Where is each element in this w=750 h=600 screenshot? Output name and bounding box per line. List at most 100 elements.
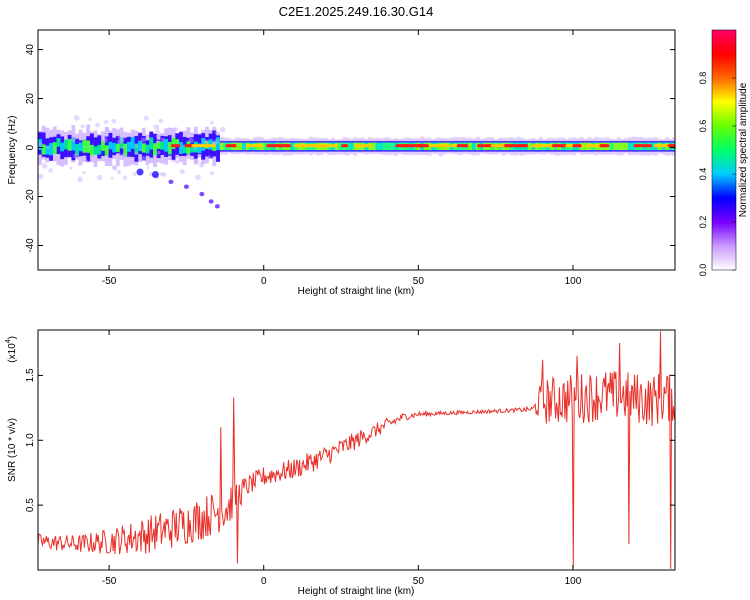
heat-cell-core	[472, 142, 476, 150]
heat-cell-scatter	[134, 151, 139, 156]
heat-cell-core	[179, 142, 183, 154]
heat-cell-scatter	[38, 173, 44, 180]
heat-cell-core	[371, 142, 376, 150]
heat-cell-scatter	[139, 148, 143, 152]
heat-cell-core	[138, 140, 143, 151]
heat-cell-peak	[429, 144, 450, 148]
heat-cell-core	[219, 142, 224, 150]
heat-cell-scatter	[121, 153, 126, 158]
heat-cell-core	[182, 144, 187, 154]
heat-cell-core	[264, 142, 269, 150]
heat-cell-core	[390, 142, 395, 150]
heat-cell-core	[175, 139, 180, 147]
heat-cell-core	[78, 142, 83, 152]
snr-xlabel: Height of straight line (km)	[298, 586, 415, 597]
heat-cell-scatter	[117, 152, 121, 156]
heat-cell-scatter	[193, 146, 197, 151]
spectrogram-ylabel: Frequency (Hz)	[7, 116, 18, 185]
heat-cell-peak	[341, 144, 349, 148]
heat-cell-scatter	[46, 145, 50, 150]
heat-cell-core	[49, 143, 53, 156]
heat-cell-scatter	[141, 156, 146, 161]
heat-cell-core	[167, 141, 172, 155]
heat-cell-core	[160, 141, 165, 150]
heat-cell-scatter	[116, 169, 122, 175]
heat-cell-peak	[653, 144, 672, 148]
heat-cell-scatter	[158, 118, 164, 124]
side-trace-point	[214, 204, 220, 209]
heat-cell-core	[60, 142, 65, 152]
heat-cell-core	[613, 142, 617, 150]
heat-cell-core	[616, 142, 621, 150]
heat-cell-core	[130, 136, 135, 149]
heat-cell-core	[216, 137, 220, 150]
heat-cell-core	[427, 142, 432, 150]
heat-cell-core	[75, 143, 79, 156]
spectrogram-frame	[37, 29, 676, 271]
side-trace-point	[168, 179, 174, 185]
heat-cell-scatter	[73, 153, 79, 159]
spectrogram-heatmap	[38, 114, 675, 209]
spectrogram-ytick-label: -20	[25, 189, 36, 204]
heat-cell-core	[375, 142, 380, 150]
heat-cell-peak	[191, 144, 207, 148]
side-trace-point	[208, 199, 214, 204]
heat-cell-peak	[204, 144, 216, 148]
heat-cell-scatter	[143, 115, 149, 121]
heat-cell-peak	[225, 144, 237, 148]
colorbar-gradient	[711, 29, 737, 271]
heat-cell-peak	[449, 144, 458, 148]
heat-cell-scatter	[112, 165, 118, 171]
spectrogram-xtick-label: 100	[565, 276, 582, 287]
heat-cell-scatter	[119, 136, 125, 142]
heat-cell-scatter	[73, 114, 80, 121]
heat-cell-core	[627, 142, 632, 150]
snr-scale-suffix: )	[7, 336, 18, 339]
heat-cell-scatter	[111, 118, 117, 124]
heat-cell-core	[527, 142, 532, 150]
heat-cell-peak	[320, 144, 338, 148]
heat-cell-core	[93, 146, 98, 155]
spectrogram-xtick-label: 0	[261, 276, 267, 287]
heat-cell-scatter	[105, 127, 110, 132]
heat-cell-scatter	[104, 119, 109, 125]
heat-cell-peak	[633, 144, 652, 148]
heat-cell-peak	[402, 144, 411, 148]
spectrogram-xtick-label: 50	[413, 276, 425, 287]
heat-cell-scatter	[156, 150, 161, 155]
spectrogram-ytick-label: 40	[25, 44, 36, 56]
heat-cell-scatter	[82, 170, 86, 175]
heat-cell-core	[234, 142, 239, 150]
heat-cell-core	[112, 142, 117, 153]
spectrogram-ytick-label: 20	[25, 93, 36, 105]
heat-cell-peak	[456, 144, 469, 148]
heat-cell-scatter	[48, 168, 53, 173]
heat-cell-core	[71, 137, 76, 151]
snr-frame	[37, 329, 676, 571]
heat-cell-scatter	[155, 140, 160, 145]
spectrogram-axes: -50 0 50 100 -40 -20 0 20 40	[25, 30, 675, 287]
heat-cell-peak	[599, 144, 610, 148]
heat-cell-scatter	[198, 162, 205, 168]
heat-cell-core	[620, 142, 625, 150]
heat-cell-core	[67, 139, 72, 151]
heat-cell-scatter	[210, 120, 214, 125]
spectrogram-ytick-label: 0	[25, 144, 36, 150]
heat-cell-scatter	[160, 137, 166, 143]
heat-cell-scatter	[117, 135, 121, 139]
svg-text:(x104): (x104)	[5, 336, 18, 363]
snr-axes: -50 0 50 100 0.5 1.0 1.5	[25, 330, 675, 587]
heat-cell-peak	[415, 144, 424, 148]
heat-cell-core	[468, 142, 473, 150]
heat-cell-scatter	[155, 129, 160, 134]
heat-cell-scatter	[41, 163, 48, 169]
heat-cell-peak	[170, 144, 181, 148]
heat-cell-core	[386, 142, 391, 150]
heat-cell-core	[123, 143, 128, 157]
heat-cell-scatter	[155, 134, 160, 139]
snr-ytick-label: 1.0	[25, 433, 36, 447]
heat-cell-core	[238, 142, 243, 150]
spectrogram-xlabel: Height of straight line (km)	[298, 286, 415, 297]
side-trace-point	[183, 184, 189, 189]
heat-cell-scatter	[170, 135, 174, 139]
